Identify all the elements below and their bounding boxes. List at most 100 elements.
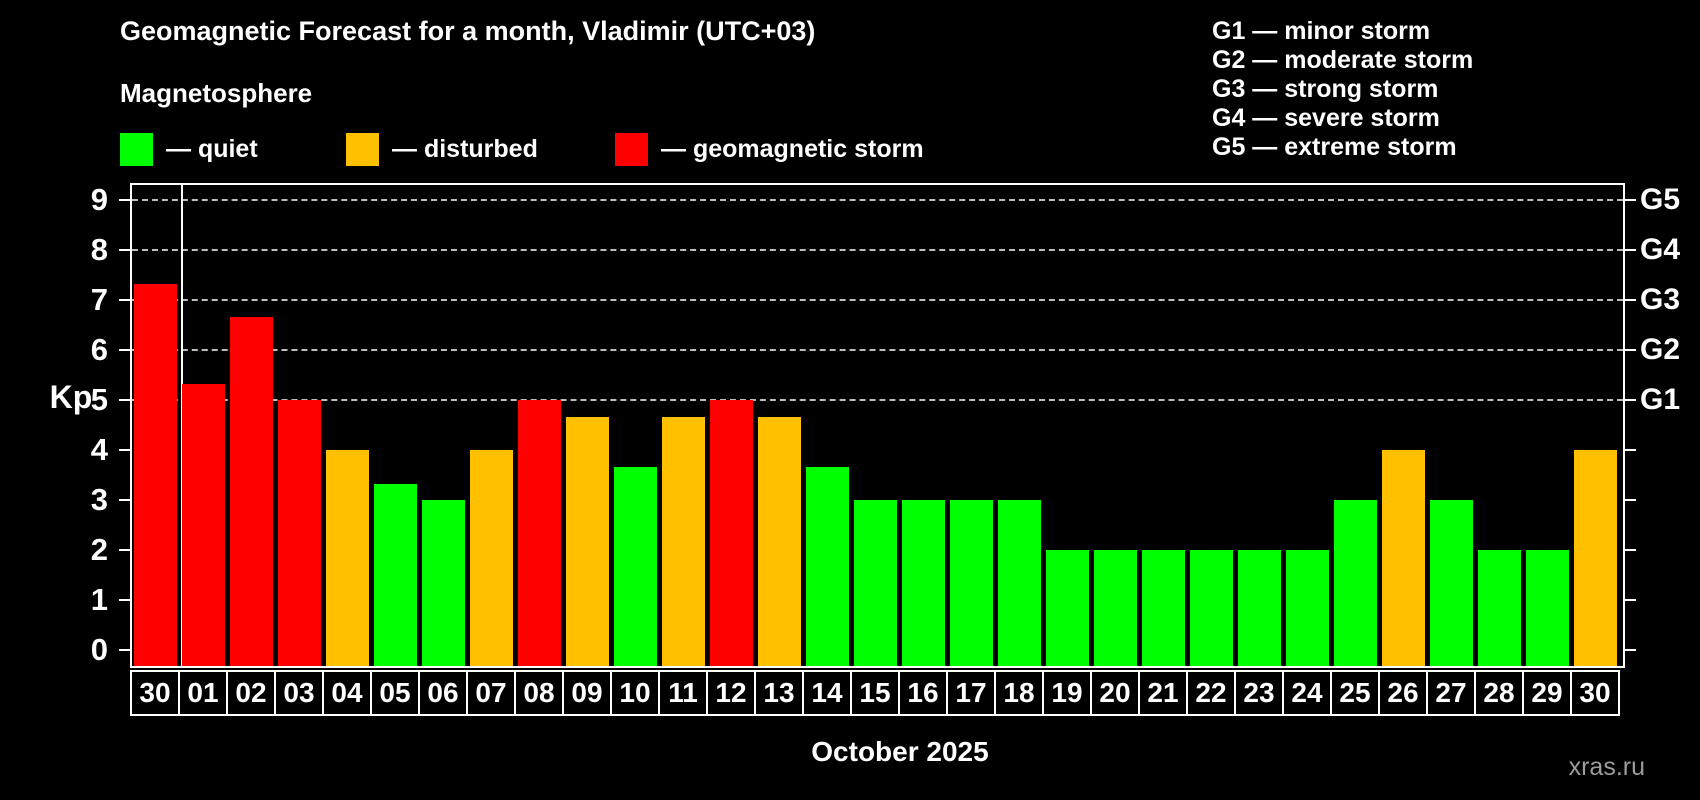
kp-bar	[1526, 550, 1569, 666]
g-tick-label-g3: G3	[1640, 283, 1681, 316]
kp-bar	[1334, 500, 1377, 666]
gridline-kp5	[132, 399, 1623, 401]
kp-tick-label: 3	[90, 482, 108, 517]
day-label: 08	[514, 670, 564, 716]
left-axis-tick	[119, 199, 131, 201]
day-label: 17	[946, 670, 996, 716]
left-axis-tick	[119, 249, 131, 251]
kp-bar	[950, 500, 993, 666]
kp-tick-label: 7	[90, 282, 108, 317]
day-label: 25	[1330, 670, 1380, 716]
right-axis-tick	[1624, 399, 1636, 401]
kp-bar	[614, 466, 657, 666]
kp-bar	[1238, 550, 1281, 666]
right-axis-tick	[1624, 499, 1636, 501]
gridline-kp6	[132, 349, 1623, 351]
quiet-color-swatch	[120, 132, 153, 166]
magnetosphere-label: Magnetosphere	[120, 78, 313, 108]
storm-color-swatch	[615, 132, 648, 166]
g5-legend-line: G5 — extreme storm	[1212, 133, 1457, 161]
kp-bar	[1094, 550, 1137, 666]
kp-tick-label: 1	[90, 582, 108, 617]
legend-label-disturbed: — disturbed	[392, 135, 538, 163]
kp-bar	[1286, 550, 1329, 666]
kp-tick-label: 5	[90, 382, 108, 417]
month-label: October 2025	[811, 736, 989, 767]
left-axis-tick	[119, 499, 131, 501]
day-label: 24	[1282, 670, 1332, 716]
day-label: 30	[1570, 670, 1620, 716]
kp-bar	[662, 416, 705, 666]
g3-legend-line: G3 — strong storm	[1212, 75, 1439, 103]
right-axis-tick	[1624, 249, 1636, 251]
kp-tick-label: 0	[90, 632, 108, 667]
g-scale-legend: G1 — minor storm G2 — moderate storm G3 …	[1212, 17, 1473, 162]
right-axis-tick	[1624, 199, 1636, 201]
kp-bar	[902, 500, 945, 666]
day-label: 07	[466, 670, 516, 716]
gridline-kp8	[132, 249, 1623, 251]
kp-bar	[1142, 550, 1185, 666]
g1-legend-line: G1 — minor storm	[1212, 17, 1431, 45]
day-label: 02	[226, 670, 276, 716]
kp-bar	[278, 400, 321, 666]
day-label: 16	[898, 670, 948, 716]
g2-legend-line: G2 — moderate storm	[1212, 46, 1474, 74]
day-label: 05	[370, 670, 420, 716]
day-label: 04	[322, 670, 372, 716]
kp-bar	[134, 283, 177, 666]
kp-bar	[518, 400, 561, 666]
kp-bar	[758, 416, 801, 666]
left-axis-tick	[119, 299, 131, 301]
right-axis-tick	[1624, 299, 1636, 301]
day-label: 10	[610, 670, 660, 716]
kp-bar	[1382, 450, 1425, 666]
left-axis-tick	[119, 449, 131, 451]
disturbed-color-swatch	[346, 132, 379, 166]
kp-bar	[998, 500, 1041, 666]
day-label: 09	[562, 670, 612, 716]
kp-bar	[230, 316, 273, 666]
day-label: 21	[1138, 670, 1188, 716]
kp-bar	[1430, 500, 1473, 666]
legend-item-storm: — geomagnetic storm	[615, 132, 924, 166]
right-axis-tick	[1624, 599, 1636, 601]
kp-bar	[422, 500, 465, 666]
kp-tick-label: 2	[90, 532, 108, 567]
day-label: 26	[1378, 670, 1428, 716]
legend-item-disturbed: — disturbed	[346, 132, 538, 166]
g-tick-label-g1: G1	[1640, 383, 1681, 416]
day-label: 20	[1090, 670, 1140, 716]
kp-tick-label: 8	[90, 232, 108, 267]
day-label: 11	[658, 670, 708, 716]
g4-legend-line: G4 — severe storm	[1212, 104, 1440, 132]
kp-tick-label: 6	[90, 332, 108, 367]
day-label: 29	[1522, 670, 1572, 716]
day-label: 23	[1234, 670, 1284, 716]
day-label: 27	[1426, 670, 1476, 716]
g-tick-label-g2: G2	[1640, 333, 1681, 366]
day-label: 06	[418, 670, 468, 716]
legend-label-storm: — geomagnetic storm	[661, 135, 924, 163]
day-label: 15	[850, 670, 900, 716]
kp-bar	[854, 500, 897, 666]
legend-item-quiet: — quiet	[120, 132, 258, 166]
day-label: 12	[706, 670, 756, 716]
kp-bar	[1478, 550, 1521, 666]
right-axis-tick	[1624, 549, 1636, 551]
kp-bar	[1574, 450, 1617, 666]
day-label: 19	[1042, 670, 1092, 716]
kp-bar	[470, 450, 513, 666]
kp-bar	[326, 450, 369, 666]
day-label: 28	[1474, 670, 1524, 716]
gridline-kp7	[132, 299, 1623, 301]
kp-bar	[566, 416, 609, 666]
kp-bar	[1046, 550, 1089, 666]
day-label: 03	[274, 670, 324, 716]
right-axis-tick	[1624, 349, 1636, 351]
g-tick-label-g4: G4	[1640, 233, 1681, 266]
day-label: 30	[130, 670, 180, 716]
g-tick-label-g5: G5	[1640, 183, 1681, 216]
kp-tick-label: 9	[90, 182, 108, 217]
